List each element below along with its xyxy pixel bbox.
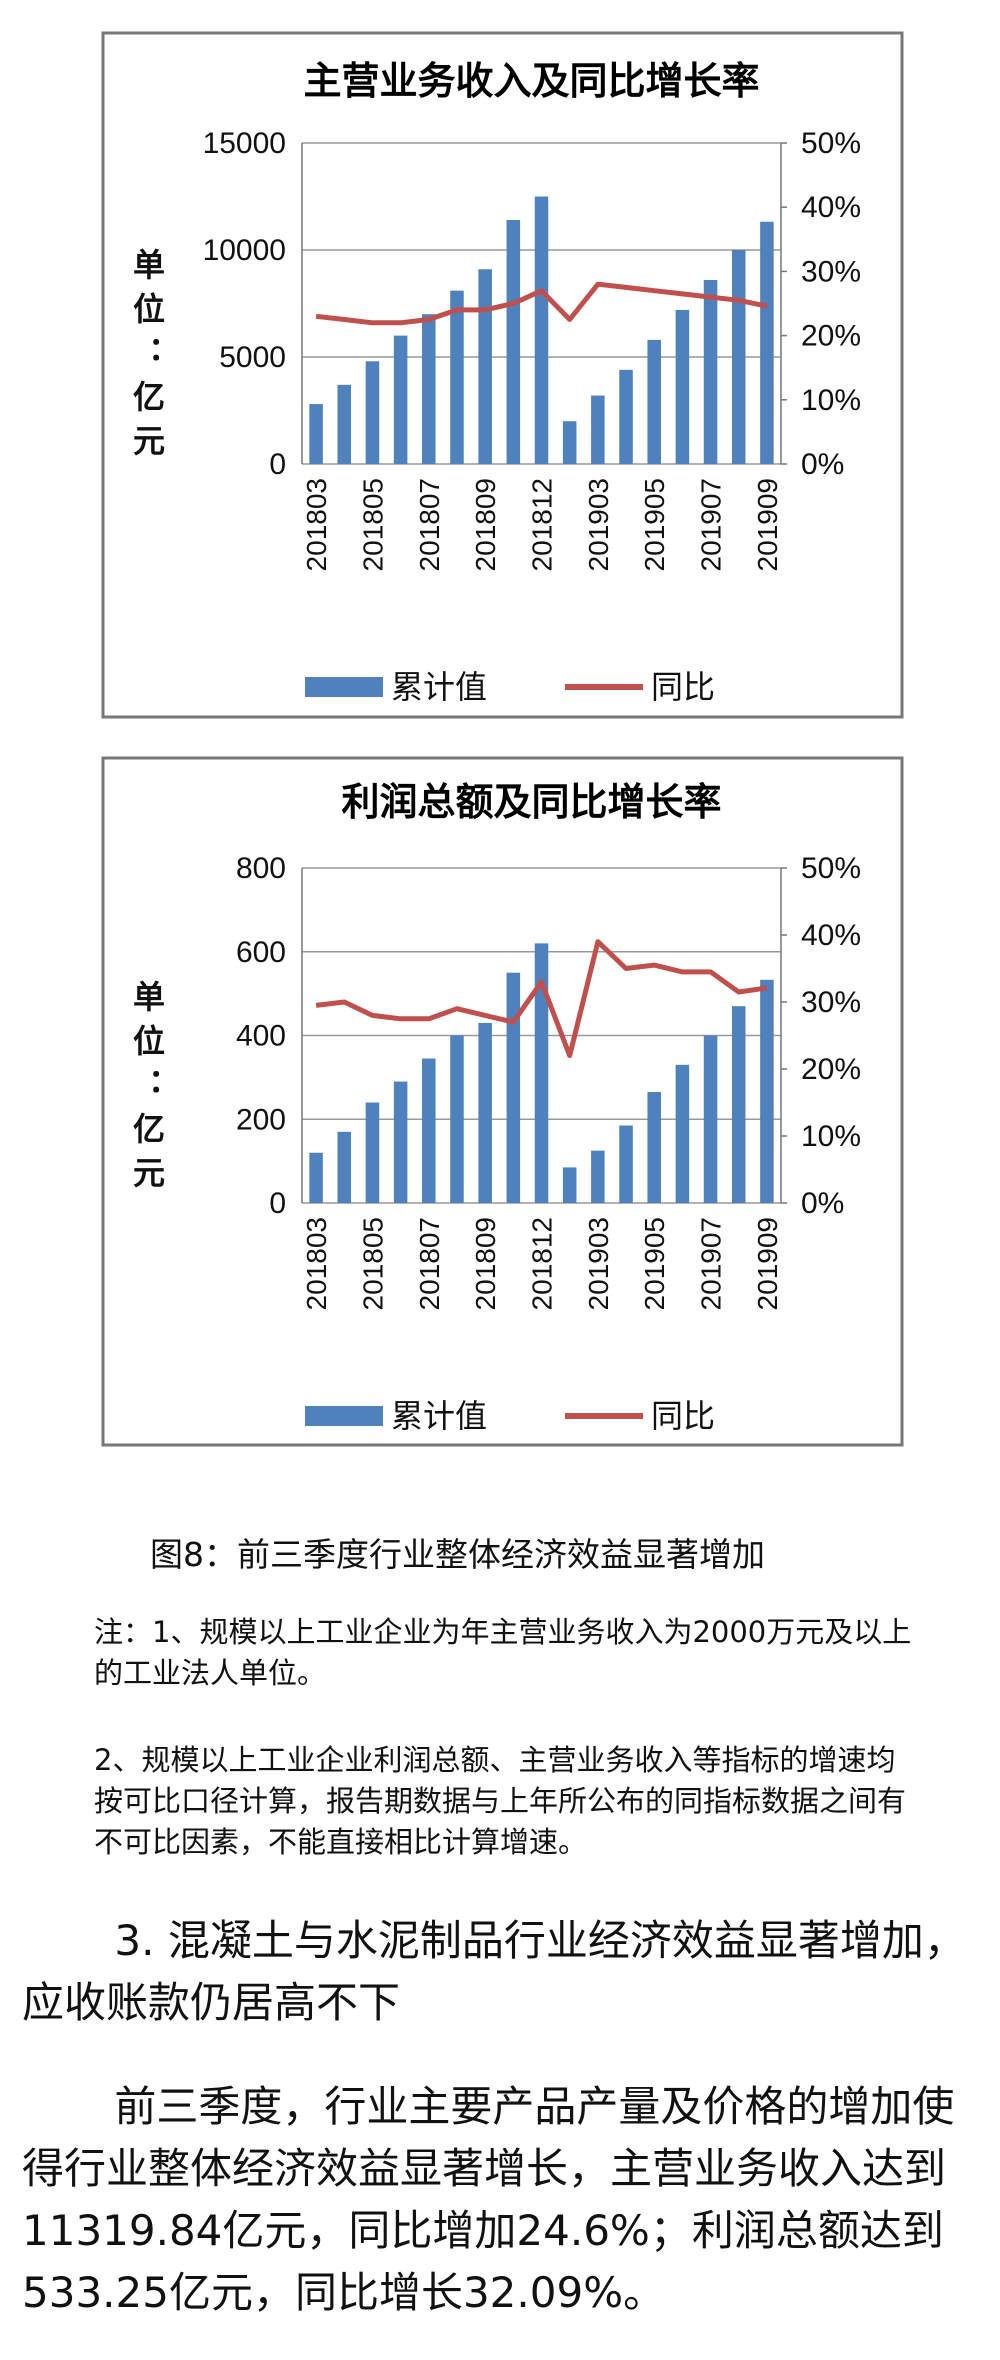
x-tick-label: 201907 bbox=[696, 1217, 727, 1310]
x-tick-label: 201909 bbox=[752, 478, 783, 571]
y2-tick-label: 0% bbox=[801, 448, 844, 481]
legend-swatch bbox=[305, 677, 383, 697]
bar bbox=[309, 1152, 323, 1203]
bar bbox=[422, 314, 436, 464]
bar bbox=[450, 1035, 464, 1203]
bar bbox=[562, 421, 577, 464]
y-tick-label: 5000 bbox=[219, 341, 286, 374]
bar bbox=[422, 1058, 436, 1203]
bar bbox=[731, 1006, 746, 1203]
note: 2、规模以上工业企业利润总额、主营业务收入等指标的增速均按可比口径计算，报告期数… bbox=[94, 1743, 907, 1859]
bar bbox=[506, 972, 521, 1203]
chart-frame bbox=[101, 756, 904, 1447]
bar bbox=[591, 1150, 605, 1203]
x-tick-label: 201805 bbox=[357, 1217, 388, 1310]
bar bbox=[675, 1064, 690, 1203]
y-tick-label: 0 bbox=[269, 1187, 286, 1220]
y-tick-label: 800 bbox=[236, 852, 286, 885]
bar bbox=[450, 290, 464, 464]
y2-tick-label: 40% bbox=[801, 919, 861, 952]
x-tick-label: 201907 bbox=[696, 478, 727, 571]
line bbox=[315, 939, 768, 1059]
bar bbox=[478, 1022, 492, 1203]
y2-tick-label: 10% bbox=[801, 384, 861, 417]
bar bbox=[647, 339, 661, 464]
bar bbox=[703, 1035, 718, 1203]
bar bbox=[365, 361, 380, 464]
legend-label: 累计值 bbox=[391, 1398, 487, 1434]
x-tick-label: 201903 bbox=[583, 1217, 614, 1310]
legend-label: 累计值 bbox=[391, 669, 487, 705]
bar bbox=[478, 269, 492, 464]
y-tick-label: 200 bbox=[236, 1103, 286, 1136]
bar bbox=[337, 1131, 352, 1203]
x-tick-label: 201803 bbox=[301, 1217, 332, 1310]
y2-tick-label: 20% bbox=[801, 1053, 861, 1086]
bar bbox=[703, 279, 718, 464]
caption: 图8：前三季度行业整体经济效益显著增加 bbox=[150, 1535, 765, 1574]
bar bbox=[619, 369, 633, 464]
y-axis-label: 单位：亿元 bbox=[128, 248, 166, 468]
bar bbox=[534, 196, 549, 464]
bar bbox=[393, 335, 408, 464]
bar bbox=[393, 1081, 408, 1203]
x-tick-label: 201903 bbox=[583, 478, 614, 571]
bar bbox=[760, 979, 774, 1203]
x-tick-label: 201905 bbox=[639, 1217, 670, 1310]
heading: 3. 混凝土与水泥制品行业经济效益显著增加，应收账款仍居高不下 bbox=[22, 1916, 966, 2027]
line bbox=[315, 281, 768, 326]
y-tick-label: 400 bbox=[236, 1020, 286, 1053]
x-tick-label: 201805 bbox=[357, 478, 388, 571]
y2-tick-label: 30% bbox=[801, 986, 861, 1019]
bar bbox=[647, 1092, 661, 1203]
y2-tick-label: 0% bbox=[801, 1187, 844, 1220]
y2-tick-label: 40% bbox=[801, 191, 861, 224]
y2-tick-label: 50% bbox=[801, 852, 861, 885]
chart-frame bbox=[101, 31, 904, 719]
x-tick-label: 201809 bbox=[470, 478, 501, 571]
x-tick-label: 201905 bbox=[639, 478, 670, 571]
y2-tick-label: 20% bbox=[801, 320, 861, 353]
legend-label: 同比 bbox=[651, 669, 715, 705]
bar bbox=[309, 404, 323, 464]
legend-label: 同比 bbox=[651, 1398, 715, 1434]
y2-tick-label: 50% bbox=[801, 127, 861, 160]
chart-title: 利润总额及同比增长率 bbox=[341, 779, 721, 824]
bar bbox=[619, 1125, 633, 1203]
x-tick-label: 201809 bbox=[470, 1217, 501, 1310]
bar bbox=[562, 1167, 577, 1203]
y-tick-label: 15000 bbox=[203, 127, 286, 160]
bar bbox=[675, 309, 690, 464]
bar bbox=[760, 221, 774, 464]
note: 注：1、规模以上工业企业为年主营业务收入为2000万元及以上的工业法人单位。 bbox=[94, 1615, 912, 1690]
y-tick-label: 10000 bbox=[203, 234, 286, 267]
y2-tick-label: 10% bbox=[801, 1120, 861, 1153]
chart-title: 主营业务收入及同比增长率 bbox=[303, 58, 759, 103]
legend-swatch bbox=[305, 1406, 383, 1426]
x-tick-label: 201812 bbox=[527, 478, 558, 571]
x-tick-label: 201909 bbox=[752, 1217, 783, 1310]
bar bbox=[534, 943, 549, 1203]
bar bbox=[337, 384, 352, 464]
x-tick-label: 201803 bbox=[301, 478, 332, 571]
x-tick-label: 201807 bbox=[414, 478, 445, 571]
y-tick-label: 600 bbox=[236, 936, 286, 969]
paragraph: 前三季度，行业主要产品产量及价格的增加使得行业整体经济效益显著增长，主营业务收入… bbox=[22, 2082, 955, 2317]
bar bbox=[731, 250, 746, 464]
y-axis-label: 单位：亿元 bbox=[128, 980, 166, 1200]
bar bbox=[506, 220, 521, 464]
y-tick-label: 0 bbox=[269, 448, 286, 481]
y2-tick-label: 30% bbox=[801, 255, 861, 288]
x-tick-label: 201807 bbox=[414, 1217, 445, 1310]
bar bbox=[591, 395, 605, 464]
bar bbox=[365, 1102, 380, 1203]
charts: 主营业务收入及同比增长率 0 5000 10000 15000 0% 10% 20% 30% 40… bbox=[101, 31, 904, 1447]
x-tick-label: 201812 bbox=[527, 1217, 558, 1310]
